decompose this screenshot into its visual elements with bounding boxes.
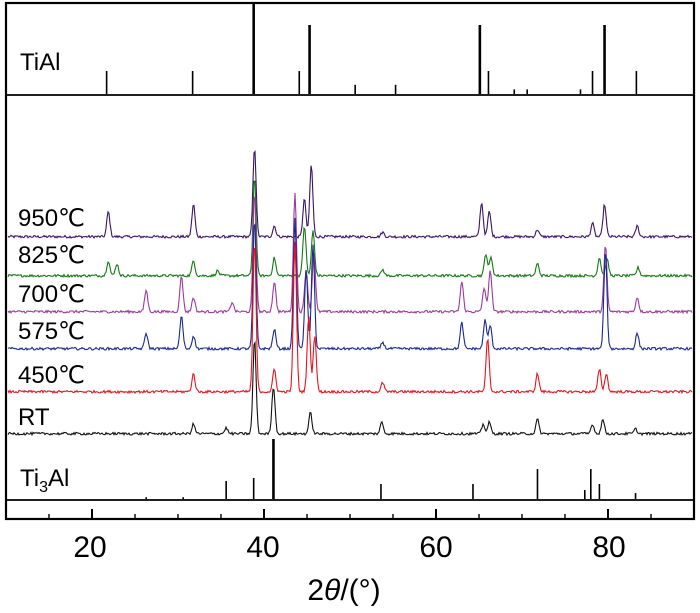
series-label-825: 825℃ — [18, 242, 85, 269]
series-line-4 — [7, 241, 693, 395]
x-tick-label-40: 40 — [246, 531, 279, 564]
reference-sticks-ti3al — [145, 439, 637, 499]
x-axis-title: 2θ/(°) — [307, 574, 380, 607]
series-label-700: 700℃ — [18, 281, 85, 308]
reference-sticks-tial — [105, 4, 638, 94]
series-label-450: 450℃ — [18, 362, 85, 389]
ti3al-label-base: Ti — [20, 465, 39, 492]
series-traces — [7, 150, 693, 437]
x-axis-title-variable: θ — [324, 574, 341, 607]
series-label-rt: RT — [18, 404, 50, 431]
x-axis-title-unit: /(°) — [340, 574, 380, 607]
x-axis-title-prefix: 2 — [307, 574, 324, 607]
x-tick-label-60: 60 — [419, 531, 452, 564]
series-line-2 — [7, 192, 693, 315]
reference-label-ti3al: Ti3Al — [20, 465, 69, 496]
series-label-950: 950℃ — [18, 205, 85, 232]
x-axis-ticks — [48, 509, 652, 519]
ti3al-label-subscript: 3 — [39, 479, 48, 496]
ti3al-label-rest: Al — [48, 465, 69, 492]
x-tick-label-80: 80 — [592, 531, 625, 564]
series-label-575: 575℃ — [18, 318, 85, 345]
series-line-1 — [7, 180, 693, 279]
series-line-5 — [7, 340, 693, 437]
reference-label-tial: TiAl — [20, 49, 60, 76]
x-tick-label-20: 20 — [73, 531, 106, 564]
series-line-0 — [7, 150, 693, 240]
series-line-3 — [8, 217, 693, 352]
